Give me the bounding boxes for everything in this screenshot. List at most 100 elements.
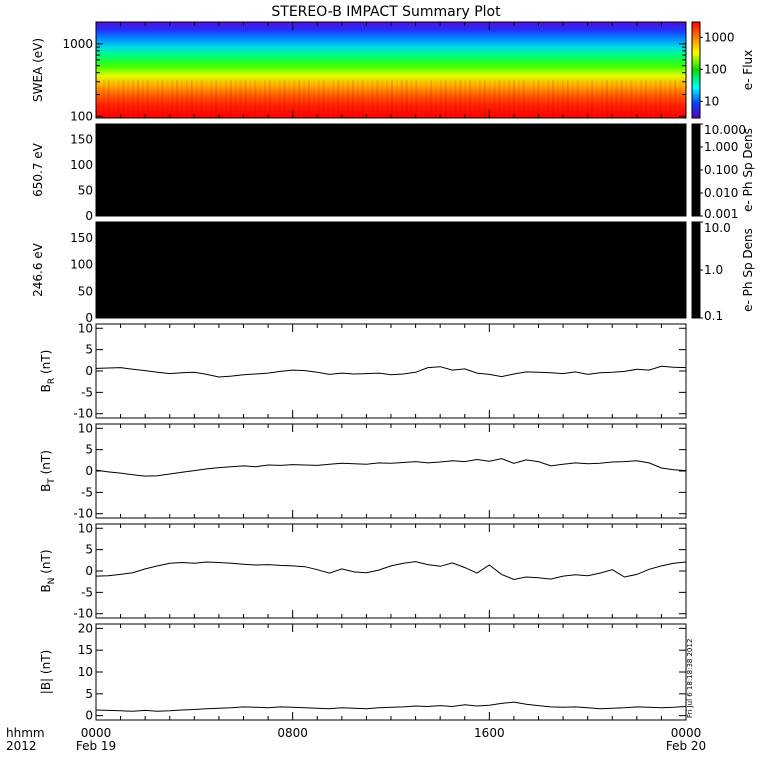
swea-streak: [200, 80, 203, 118]
swea-streak: [547, 80, 550, 118]
y-tick-label: 0: [85, 564, 93, 578]
colorbar-swea: 10 100 1000 e- Flux: [691, 21, 755, 119]
y-axis-label: 246.6 eV: [31, 242, 45, 297]
swea-streak: [185, 80, 188, 118]
swea-streak: [332, 80, 335, 118]
x-ticks: [95, 22, 687, 118]
swea-streak: [264, 80, 266, 118]
swea-streak: [522, 80, 525, 118]
swea-streak: [566, 80, 569, 118]
y-tick-label: 0: [85, 464, 93, 478]
colorbar-tick-label: 100: [704, 62, 727, 76]
swea-streak: [303, 80, 306, 118]
swea-streak: [615, 80, 618, 118]
swea-streak: [405, 80, 408, 118]
swea-streak: [210, 80, 213, 118]
y-tick-label: 0: [85, 209, 93, 223]
swea-streak: [659, 80, 662, 118]
colorbar-tick-label: 0.1: [704, 309, 723, 323]
swea-streak: [298, 80, 301, 118]
swea-streak: [503, 80, 506, 118]
y-tick-label: 0: [85, 364, 93, 378]
swea-streak: [527, 80, 530, 118]
colorbar-tick-label: 10.000: [704, 123, 746, 137]
y-tick-label: 150: [70, 132, 93, 146]
swea-streak: [156, 80, 159, 118]
swea-streak: [259, 80, 262, 118]
panel-swea: 100 1000 SWEA (eV) 10 100 1000 e- Flux: [31, 21, 755, 123]
y-ticks: -10 -5 0 5 10: [73, 321, 686, 421]
y-ticks: 0 50 100 150: [70, 231, 686, 325]
y-tick-label: 100: [70, 158, 93, 172]
swea-streak: [654, 80, 657, 118]
trace-bmag: [95, 701, 687, 712]
swea-streak: [435, 80, 437, 118]
pad-spectrogram: [96, 124, 686, 216]
swea-streak: [102, 80, 105, 118]
swea-streak: [439, 80, 442, 118]
swea-streak: [288, 80, 291, 118]
y-tick-label: 15: [78, 643, 93, 657]
swea-spectrogram: [96, 22, 686, 118]
swea-streak: [674, 80, 677, 118]
y-tick-label: 10: [78, 321, 93, 335]
time-row2-label: 2012: [6, 739, 37, 753]
swea-streak: [195, 80, 198, 118]
swea-streak: [122, 80, 125, 118]
swea-streak: [220, 80, 223, 118]
swea-streak: [391, 80, 393, 118]
swea-streak: [98, 80, 100, 118]
swea-streak: [586, 80, 589, 118]
swea-streak: [425, 80, 428, 118]
swea-streak: [430, 80, 433, 118]
colorbar-tick-label: 1000: [704, 30, 735, 44]
colorbar-tick-label: 1.0: [704, 263, 723, 277]
swea-streak: [591, 80, 594, 118]
swea-streak: [225, 80, 227, 118]
swea-streak: [664, 80, 667, 118]
swea-streak: [151, 80, 154, 118]
panel-pad-246: 0 50 100 150 246.6 eV 0.1 1.0 10.0 e- Ph Sp Dens: [31, 221, 755, 325]
swea-streak: [137, 80, 140, 118]
swea-streak: [596, 80, 599, 118]
swea-streak: [146, 80, 149, 118]
swea-streak: [112, 80, 115, 118]
swea-streak: [117, 80, 120, 118]
swea-streak: [518, 80, 520, 118]
colorbar-tick-label: 0.001: [704, 207, 738, 221]
swea-streak: [640, 80, 643, 118]
time-tick-date: Feb 19: [76, 739, 116, 753]
colorbar-tick-label: 10.0: [704, 221, 731, 235]
colorbar-tick-label: 10: [704, 94, 719, 108]
colorbar-frame: [691, 21, 701, 119]
swea-streak: [371, 80, 374, 118]
swea-streak: [449, 80, 452, 118]
swea-streak: [630, 80, 633, 118]
swea-streak: [469, 80, 472, 118]
swea-streak: [141, 80, 144, 118]
y-tick-label: 1000: [62, 37, 93, 51]
swea-streak: [493, 80, 496, 118]
swea-streak: [669, 80, 672, 118]
swea-streak: [459, 80, 462, 118]
swea-streak: [171, 80, 174, 118]
y-tick-label: 100: [70, 258, 93, 272]
x-ticks: [95, 124, 687, 216]
y-tick-label: 50: [78, 183, 93, 197]
y-tick-label: 100: [70, 109, 93, 123]
swea-streak: [127, 80, 130, 118]
x-ticks: [95, 524, 687, 618]
y-tick-label: 5: [85, 343, 93, 357]
swea-streak: [478, 80, 481, 118]
swea-streak: [605, 80, 608, 118]
swea-streak: [454, 80, 457, 118]
panel-frame: [95, 323, 687, 419]
swea-streak: [161, 80, 164, 118]
swea-streak: [581, 80, 584, 118]
swea-streak: [361, 80, 364, 118]
swea-streak: [317, 80, 320, 118]
swea-streak: [244, 80, 247, 118]
x-ticks: [95, 424, 687, 518]
swea-streak: [308, 80, 310, 118]
